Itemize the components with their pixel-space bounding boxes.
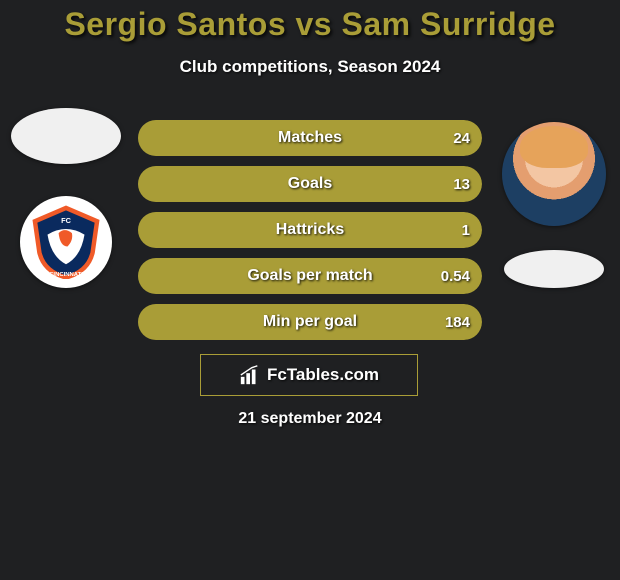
stat-row: Matches24 <box>138 120 482 156</box>
stat-value-right: 184 <box>445 304 470 340</box>
stat-label: Min per goal <box>138 304 482 340</box>
stat-value-right: 0.54 <box>441 258 470 294</box>
stats-bars: Matches24 Goals13 Hattricks1 Goals per matc… <box>138 120 482 350</box>
stat-label: Hattricks <box>138 212 482 248</box>
stat-row: Min per goal184 <box>138 304 482 340</box>
bar-chart-icon <box>239 364 261 386</box>
svg-text:FC: FC <box>61 216 72 225</box>
stat-row: Hattricks1 <box>138 212 482 248</box>
comparison-card: Sergio Santos vs Sam Surridge Club compe… <box>0 0 620 580</box>
svg-text:CINCINNATI: CINCINNATI <box>49 272 83 278</box>
fc-cincinnati-icon: FC CINCINNATI <box>29 205 103 279</box>
player-right-column <box>494 108 614 288</box>
player-left-avatar <box>11 108 121 164</box>
stat-row: Goals per match0.54 <box>138 258 482 294</box>
page-subtitle: Club competitions, Season 2024 <box>0 57 620 77</box>
stat-row: Goals13 <box>138 166 482 202</box>
player-left-column: FC CINCINNATI <box>6 108 126 288</box>
stat-value-right: 24 <box>453 120 470 156</box>
player-right-avatar <box>502 122 606 226</box>
team-right-badge <box>504 250 604 288</box>
stat-value-right: 1 <box>462 212 470 248</box>
brand-badge[interactable]: FcTables.com <box>200 354 418 396</box>
brand-label: FcTables.com <box>267 365 379 385</box>
stat-label: Matches <box>138 120 482 156</box>
stat-label: Goals <box>138 166 482 202</box>
team-left-badge: FC CINCINNATI <box>20 196 112 288</box>
stat-value-right: 13 <box>453 166 470 202</box>
page-title: Sergio Santos vs Sam Surridge <box>0 0 620 43</box>
stat-label: Goals per match <box>138 258 482 294</box>
footer-date: 21 september 2024 <box>0 410 620 428</box>
